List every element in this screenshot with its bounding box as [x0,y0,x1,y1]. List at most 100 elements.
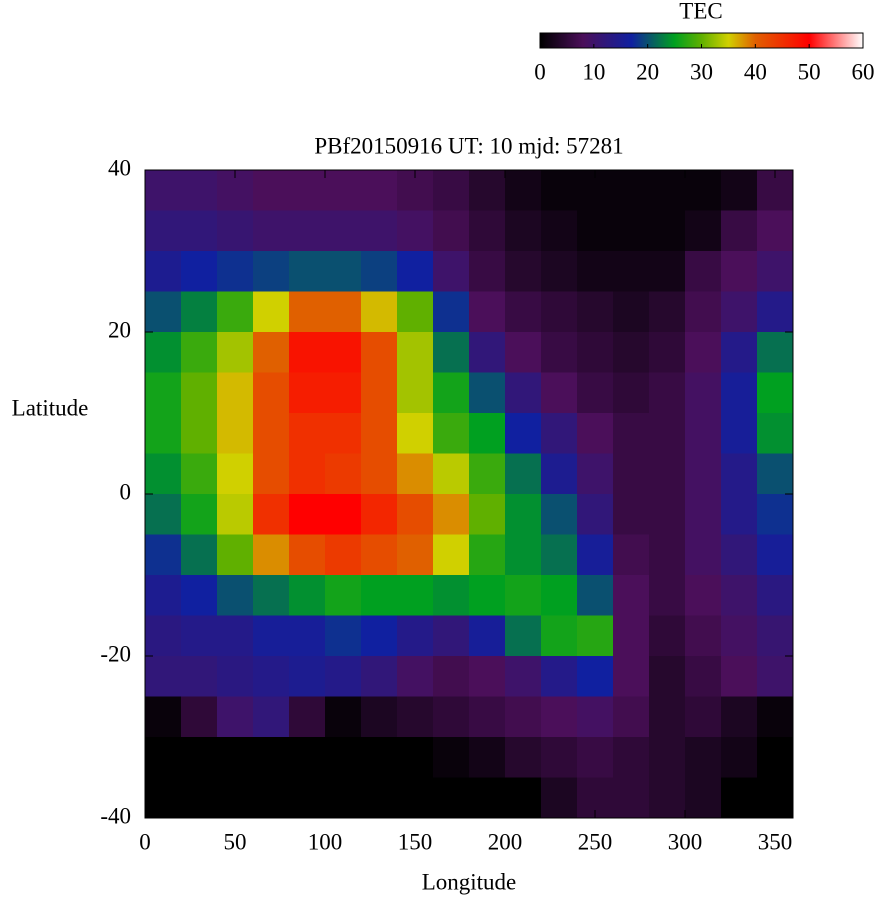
heat-cell [577,413,614,454]
heat-cell [505,332,542,373]
heat-cell [505,453,542,495]
heat-cell [181,534,218,576]
heat-cell [397,453,434,495]
heat-cell [685,696,722,738]
heat-cell [721,696,758,738]
heat-cell [253,575,290,616]
x-axis-label: Longitude [422,869,517,894]
heat-cell [649,291,686,333]
heat-cell [649,656,686,697]
heat-cell [721,453,758,495]
heat-cell [469,615,506,657]
heat-cell [181,372,218,414]
heat-cell [217,494,254,535]
heat-cell [613,372,650,414]
heat-cell [433,291,470,333]
heat-cell [757,372,794,414]
heat-cell [325,291,362,333]
heat-cell [577,494,614,535]
heat-cell [613,291,650,333]
heat-cell [181,615,218,657]
heat-cell [541,413,578,454]
heat-cell [325,372,362,414]
heat-cell [541,372,578,414]
heat-cell [289,413,326,454]
heat-cell [145,575,182,616]
heat-cell [433,453,470,495]
heat-cell [145,696,182,738]
heat-cell [505,777,542,819]
heat-cell [541,251,578,292]
heat-cell [325,656,362,697]
heat-cell [613,332,650,373]
heat-cell [541,291,578,333]
heat-cell [361,210,398,252]
heat-cell [361,696,398,738]
heat-cell [433,494,470,535]
heat-cell [253,332,290,373]
heat-cell [433,777,470,819]
heat-cell [649,494,686,535]
heat-cell [721,656,758,697]
heat-cell [469,777,506,819]
heat-cell [145,170,182,211]
heat-cell [397,534,434,576]
heat-cell [361,615,398,657]
heat-cell [181,291,218,333]
heat-cell [577,696,614,738]
heat-cell [397,615,434,657]
heat-cell [145,413,182,454]
heat-cell [361,494,398,535]
heat-cell [649,413,686,454]
heat-cell [685,291,722,333]
heat-cell [145,210,182,252]
heat-cell [469,210,506,252]
heat-cell [541,656,578,697]
heat-cell [361,251,398,292]
heat-cell [433,210,470,252]
heat-cell [397,251,434,292]
heat-cell [721,413,758,454]
heat-cell [433,656,470,697]
x-tick-label: 0 [139,829,151,854]
heat-cell [613,737,650,778]
heat-cell [217,372,254,414]
heat-cell [325,494,362,535]
heat-cell [181,494,218,535]
heat-cell [433,534,470,576]
heat-cell [253,534,290,576]
heat-cell [541,534,578,576]
heat-cell [757,615,794,657]
y-tick-label: 20 [108,317,131,342]
heat-cell [289,696,326,738]
heat-cell [577,332,614,373]
heat-cell [505,170,542,211]
heat-cell [469,170,506,211]
heat-cell [541,777,578,819]
heat-cell [613,656,650,697]
heat-cell [721,210,758,252]
heat-cell [577,453,614,495]
heat-cell [613,696,650,738]
heat-cell [757,210,794,252]
y-axis-label: Latitude [12,395,89,420]
heat-cell [469,372,506,414]
heat-cell [505,656,542,697]
heat-cell [289,210,326,252]
heat-cell [577,656,614,697]
heat-cell [217,332,254,373]
heat-cell [721,372,758,414]
heat-cell [325,615,362,657]
heat-cell [361,453,398,495]
heat-cell [181,777,218,819]
heat-cell [253,777,290,819]
x-tick-label: 350 [758,829,793,854]
heat-cell [505,696,542,738]
heat-cell [289,575,326,616]
heat-cell [541,737,578,778]
heat-cell [469,291,506,333]
heat-cell [685,777,722,819]
heat-cell [181,413,218,454]
heat-cell [325,777,362,819]
y-tick-label: 0 [120,479,132,504]
